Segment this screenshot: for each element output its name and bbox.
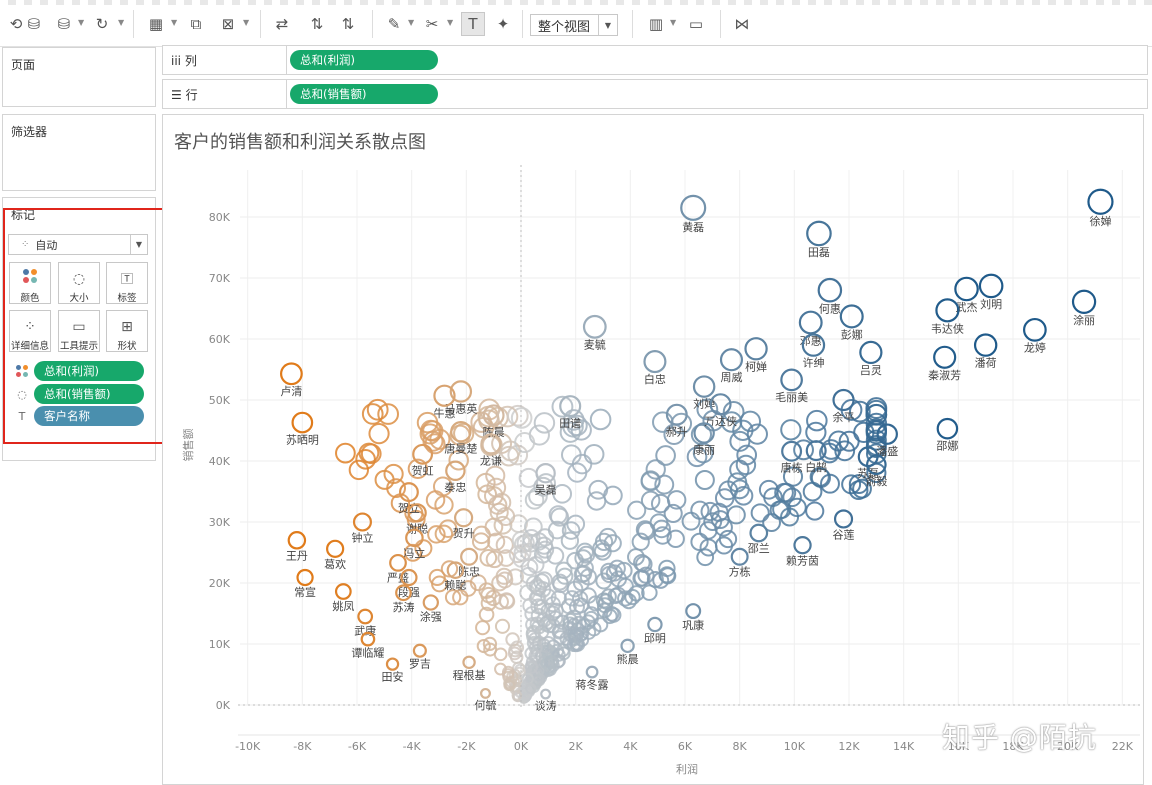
swap-rows-columns-icon[interactable]: ⇄	[275, 15, 289, 33]
columns-profit-pill[interactable]: 总和(利润)	[290, 50, 438, 70]
sort-descending-icon[interactable]: ⇅	[341, 15, 355, 33]
clear-sheet-icon[interactable]: ⊠	[221, 15, 235, 33]
toolbar-menu-strip	[0, 0, 1152, 5]
mark-type-select[interactable]: ⁘ 自动 ▼	[8, 234, 148, 255]
presentation-icon[interactable]: ▭	[688, 15, 704, 33]
customer-label-pill[interactable]: 客户名称	[34, 406, 144, 426]
duplicate-sheet-icon[interactable]: ⧉	[190, 15, 202, 33]
new-worksheet-icon[interactable]: ▦	[148, 15, 164, 33]
shelf-divider	[286, 46, 287, 74]
pin-icon[interactable]: ✦	[496, 15, 510, 33]
columns-shelf[interactable]: iii 列 总和(利润)	[162, 45, 1148, 75]
fit-view-select[interactable]: 整个视图 ▼	[530, 14, 618, 36]
group-paperclip-icon[interactable]: ✂	[425, 15, 439, 33]
sort-ascending-icon[interactable]: ⇅	[310, 15, 324, 33]
highlight-pen-icon[interactable]: ✎	[387, 15, 401, 33]
tooltip-label: 工具提示	[59, 341, 98, 352]
size-icon: ◌	[17, 387, 27, 401]
tooltip-button[interactable]: ▭ 工具提示	[58, 310, 100, 352]
color-dots-icon	[14, 363, 30, 379]
label-label: 标签	[117, 293, 137, 304]
show-labels-icon[interactable]: T	[461, 12, 485, 36]
toolbar-divider	[133, 10, 134, 38]
columns-label-text: 列	[184, 54, 197, 68]
detail-button[interactable]: ⁘ 详细信息	[9, 310, 51, 352]
watermark: 知乎 @陌抗	[942, 721, 1097, 754]
toolbar-divider	[720, 10, 721, 38]
size-icon: ◌	[72, 271, 86, 287]
rows-label-text: 行	[185, 88, 198, 102]
toolbar: ⟲ ⛁ ⛁ ▼ ↻ ▼ ▦ ▼ ⧉ ⊠ ▼ ⇄ ⇅ ⇅ ✎ ▼ ✂ ▼ T ✦ …	[0, 0, 1152, 47]
chevron-down-icon[interactable]: ▼	[598, 15, 617, 35]
chevron-down-icon[interactable]: ▼	[78, 18, 85, 27]
toolbar-divider	[522, 10, 523, 38]
chevron-down-icon[interactable]: ▼	[408, 18, 415, 27]
toolbar-divider	[372, 10, 373, 38]
pages-title: 页面	[11, 58, 36, 72]
customer-pill-label: 客户名称	[44, 409, 90, 423]
shapes-icon: ⊞	[121, 319, 133, 335]
sales-pill-label: 总和(销售额)	[44, 387, 111, 401]
color-dots-icon	[10, 268, 50, 290]
toolbar-divider	[632, 10, 633, 38]
share-icon[interactable]: ⋈	[734, 15, 750, 33]
chevron-down-icon[interactable]: ▼	[130, 235, 147, 254]
chart-title: 客户的销售额和利润关系散点图	[174, 132, 426, 153]
text-label-icon: 🅃	[120, 272, 133, 286]
filters-panel[interactable]: 筛选器	[2, 114, 156, 191]
datasource-icon[interactable]: ⛁	[57, 15, 71, 33]
chevron-down-icon[interactable]: ▼	[118, 18, 125, 27]
size-button[interactable]: ◌ 大小	[58, 262, 100, 304]
rows-pill-label: 总和(销售额)	[300, 87, 367, 101]
refresh-icon[interactable]: ↻	[95, 15, 109, 33]
chevron-down-icon[interactable]: ▼	[670, 18, 677, 27]
shelf-divider	[286, 80, 287, 108]
shape-label: 形状	[117, 341, 137, 352]
label-button[interactable]: 🅃 标签	[106, 262, 148, 304]
rows-shelf[interactable]: ☰ 行 总和(销售额)	[162, 79, 1148, 109]
text-label-icon: T	[18, 409, 26, 423]
detail-label: 详细信息	[10, 341, 49, 352]
new-datasource-icon[interactable]: ⛁	[27, 15, 41, 33]
pages-panel[interactable]: 页面	[2, 47, 156, 107]
chevron-down-icon[interactable]: ▼	[243, 18, 250, 27]
size-label: 大小	[69, 293, 89, 304]
rows-sales-pill[interactable]: 总和(销售额)	[290, 84, 438, 104]
chevron-down-icon[interactable]: ▼	[171, 18, 178, 27]
filters-title: 筛选器	[11, 125, 48, 139]
fit-view-value: 整个视图	[538, 19, 591, 35]
profit-pill-label: 总和(利润)	[44, 364, 99, 378]
rows-icon: ☰	[171, 88, 182, 102]
viz-area[interactable]	[162, 114, 1144, 785]
columns-icon: iii	[171, 54, 182, 68]
detail-dots-icon: ⁘	[24, 319, 36, 335]
rows-shelf-label: ☰ 行	[171, 86, 198, 103]
mark-type-value: 自动	[35, 238, 58, 252]
marks-title: 标记	[11, 208, 36, 222]
toolbar-divider	[260, 10, 261, 38]
color-label: 颜色	[20, 293, 40, 304]
undo-icon[interactable]: ⟲	[9, 15, 23, 33]
columns-shelf-label: iii 列	[171, 52, 197, 69]
color-button[interactable]: 颜色	[9, 262, 51, 304]
marks-highlight-box	[3, 208, 175, 444]
columns-pill-label: 总和(利润)	[300, 53, 355, 67]
show-me-icon[interactable]: ▥	[648, 15, 664, 33]
sales-size-pill[interactable]: 总和(销售额)	[34, 384, 144, 404]
chevron-down-icon[interactable]: ▼	[447, 18, 454, 27]
shape-button[interactable]: ⊞ 形状	[106, 310, 148, 352]
profit-color-pill[interactable]: 总和(利润)	[34, 361, 144, 381]
tooltip-icon: ▭	[72, 319, 86, 335]
auto-mark-icon: ⁘	[21, 239, 30, 250]
